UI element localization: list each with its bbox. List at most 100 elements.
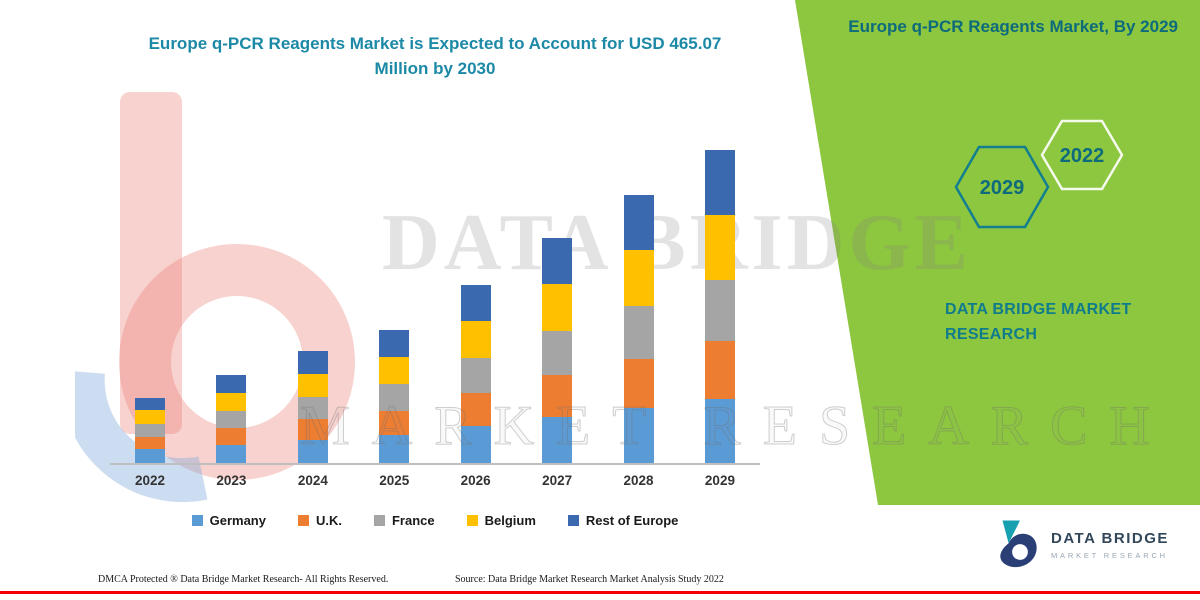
bar-segment	[542, 375, 573, 417]
bar-segment	[623, 195, 654, 251]
databridge-logo-icon	[1000, 520, 1037, 568]
footer-source-text: Source: Data Bridge Market Research Mark…	[455, 574, 724, 585]
bar-segment	[704, 399, 735, 463]
legend-label: Germany	[209, 513, 266, 528]
bar-segment	[704, 149, 735, 215]
bar-segment	[379, 384, 410, 411]
legend-label: U.K.	[315, 513, 342, 528]
legend-label: Rest of Europe	[585, 513, 679, 528]
bar-segment	[460, 392, 491, 427]
databridge-logo-block: DATA BRIDGE MARKET RESEARCH	[985, 515, 1169, 575]
stacked-bar	[216, 374, 247, 463]
stacked-bar	[704, 149, 735, 463]
bar-segment	[704, 214, 735, 280]
bar-segment	[297, 397, 328, 420]
legend-label: Belgium	[484, 513, 536, 528]
legend-item: Belgium	[466, 513, 536, 528]
bar-segment	[297, 350, 328, 374]
stacked-bar	[135, 397, 165, 463]
bar-segment	[623, 306, 654, 359]
bar-segment	[460, 284, 491, 322]
bar-segment	[135, 423, 165, 437]
bar-segment	[704, 340, 735, 400]
bar-segment	[542, 284, 573, 332]
bar-segment	[379, 435, 410, 463]
bar-segment	[704, 279, 735, 341]
logo-title: DATA BRIDGE	[1051, 530, 1169, 547]
bar-segment	[379, 356, 410, 385]
x-axis-label: 2027	[542, 473, 573, 488]
x-axis-label: 2026	[460, 473, 491, 488]
bar-segment	[379, 410, 410, 436]
legend-item: Rest of Europe	[567, 513, 679, 528]
legend-item: France	[373, 513, 435, 528]
bar-2023	[199, 374, 263, 463]
x-axis-label: 2028	[623, 473, 654, 488]
legend-swatch	[567, 515, 579, 526]
x-axis-label: 2024	[297, 473, 328, 488]
bar-segment	[135, 410, 165, 424]
bar-segment	[460, 357, 491, 393]
bar-segment	[135, 448, 165, 463]
bottom-red-divider	[0, 591, 1200, 594]
bar-2029	[688, 149, 752, 463]
stacked-bar	[379, 330, 410, 463]
legend-swatch	[191, 515, 203, 526]
bar-segment	[623, 250, 654, 307]
bar-segment	[542, 416, 573, 463]
hexagon-year-2029: 2029	[980, 177, 1025, 199]
legend-item: U.K.	[297, 513, 342, 528]
side-panel-title: Europe q-PCR Reagents Market, By 2029	[848, 17, 1178, 36]
bar-2028	[607, 195, 671, 463]
stacked-bar	[297, 350, 328, 463]
bar-segment	[135, 397, 165, 411]
bar-segment	[216, 444, 247, 463]
bar-segment	[297, 373, 328, 398]
bar-segment	[623, 358, 654, 409]
data-bridge-text-watermark: DATA BRIDGE	[382, 199, 973, 287]
bar-2027	[525, 238, 589, 463]
bar-segment	[216, 374, 247, 393]
legend-swatch	[297, 515, 309, 526]
bar-segment	[623, 408, 654, 463]
logo-subtitle: MARKET RESEARCH	[1051, 551, 1168, 560]
chart-title: Europe q-PCR Reagents Market is Expected…	[148, 34, 722, 78]
bar-segment	[216, 428, 247, 445]
stacked-bar	[460, 284, 491, 463]
bars-row	[110, 145, 760, 465]
x-axis-label: 2023	[216, 473, 247, 488]
legend-swatch	[373, 515, 385, 526]
hexagon-graphic: 2029 2022	[954, 119, 1124, 229]
brand-caption: DATA BRIDGE MARKET RESEARCH	[945, 301, 1132, 343]
bar-segment	[297, 439, 328, 463]
bar-segment	[460, 321, 491, 358]
x-axis-label: 2029	[704, 473, 735, 488]
legend-swatch	[466, 515, 478, 526]
stacked-bar	[623, 195, 654, 463]
hexagon-year-2022: 2022	[1060, 145, 1105, 167]
hexagon-2022-outline	[1040, 119, 1124, 191]
bar-segment	[135, 436, 165, 449]
bar-segment	[297, 419, 328, 440]
bar-segment	[542, 331, 573, 376]
bar-segment	[216, 411, 247, 429]
hexagon-2029-outline	[954, 145, 1050, 229]
x-labels-row: 2022 2023 2024 2025 2026 2027 2028 2029	[110, 473, 760, 488]
legend-item: Germany	[191, 513, 266, 528]
bar-segment	[542, 238, 573, 285]
stacked-bar	[542, 238, 573, 463]
bar-segment	[460, 426, 491, 463]
bar-segment	[216, 392, 247, 412]
legend-label: France	[391, 513, 435, 528]
bar-2026	[444, 284, 508, 463]
market-research-text-watermark: MARKET RESEARCH	[300, 395, 1172, 458]
x-axis-label: 2022	[134, 473, 166, 488]
bar-2022	[118, 397, 182, 463]
footer-dmca-text: DMCA Protected ® Data Bridge Market Rese…	[98, 574, 389, 585]
x-axis-label: 2025	[379, 473, 410, 488]
bar-2024	[281, 350, 345, 463]
bar-2025	[362, 330, 426, 463]
bar-segment	[379, 330, 410, 357]
legend: Germany U.K. France Belgium Rest of Europe	[110, 513, 760, 528]
